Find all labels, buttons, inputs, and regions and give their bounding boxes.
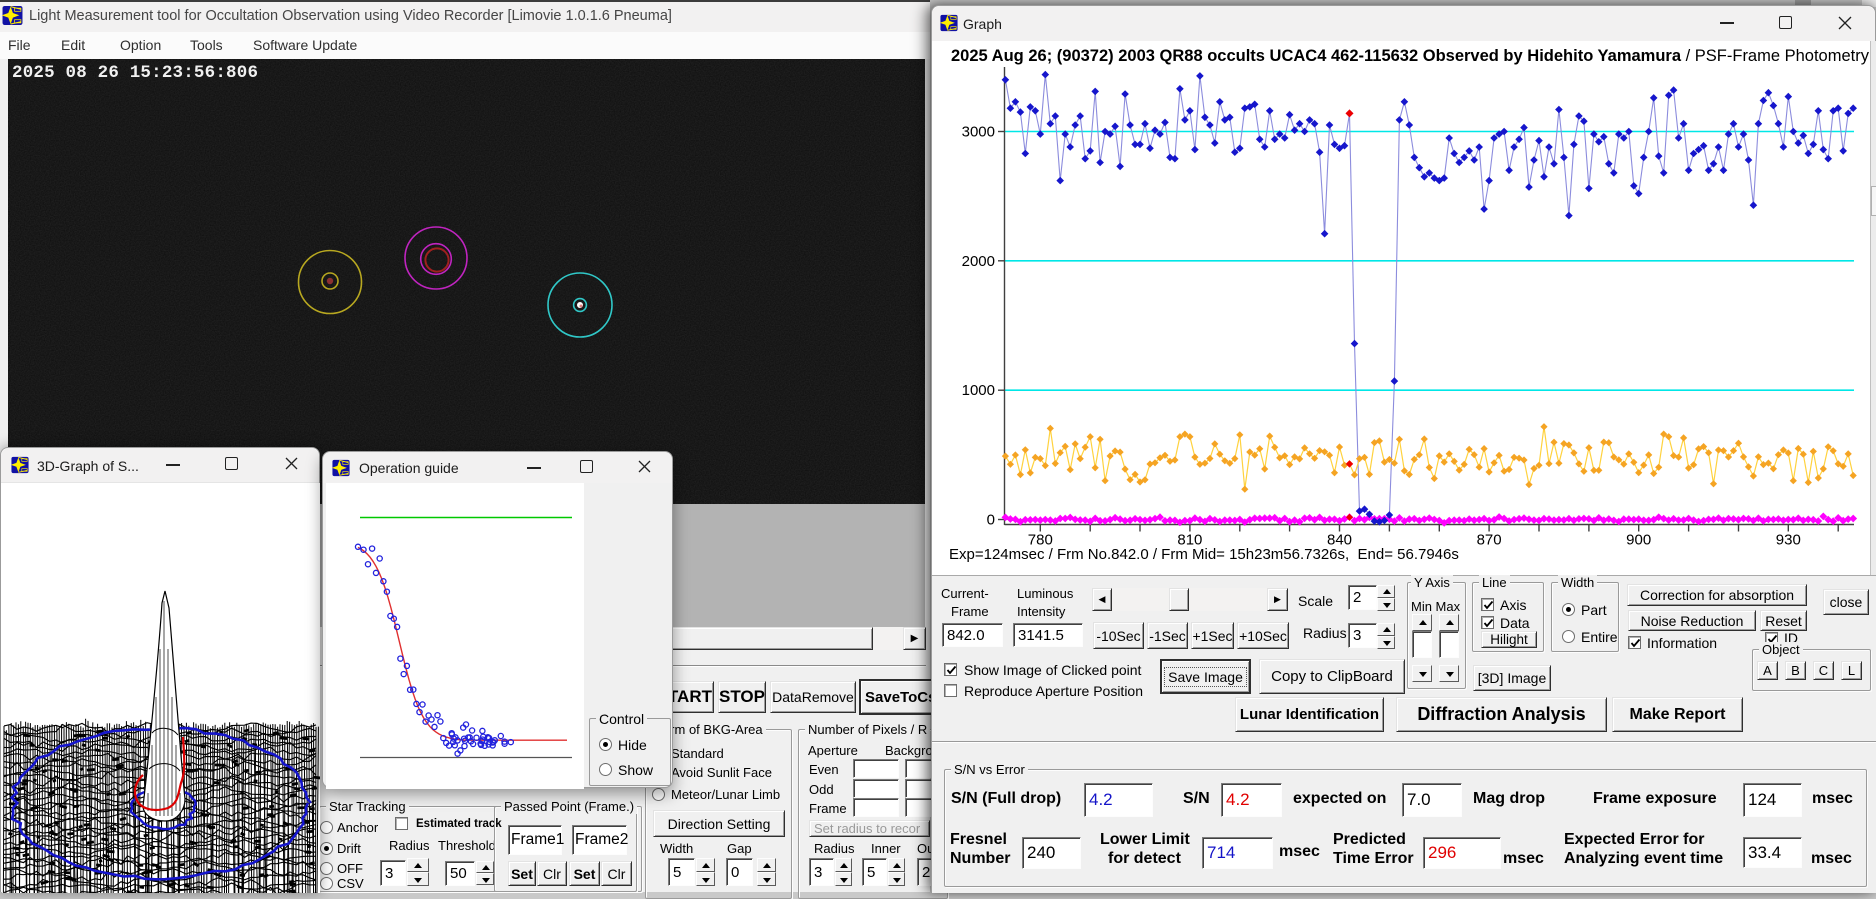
svg-text:3000: 3000 [962,124,995,141]
svg-text:870: 870 [1477,532,1502,549]
svg-text:1000: 1000 [962,382,995,399]
svg-text:0: 0 [987,512,995,529]
svg-text:930: 930 [1776,532,1801,549]
svg-text:900: 900 [1626,532,1651,549]
svg-text:2000: 2000 [962,253,995,270]
